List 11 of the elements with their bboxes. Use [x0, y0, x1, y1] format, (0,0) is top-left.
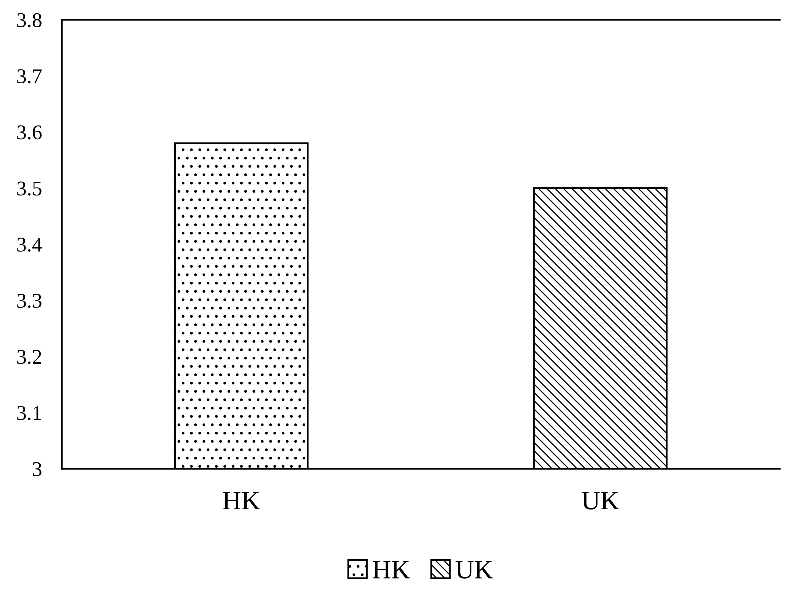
y-tick-label: 3.4 — [18, 238, 42, 252]
y-tick-label: 3.7 — [18, 70, 42, 84]
y-tick-label: 3.1 — [18, 406, 42, 420]
y-tick-label: 3.5 — [18, 182, 42, 196]
y-tick-label: 3.8 — [18, 13, 42, 28]
y-tick-label: 3.6 — [18, 126, 42, 140]
y-tick-label: 3 — [33, 462, 42, 476]
y-tick-label: 3.2 — [18, 350, 42, 364]
legend-label: UK — [456, 561, 494, 579]
y-tick-label: 3.3 — [18, 294, 42, 308]
legend-label: HK — [373, 561, 410, 579]
